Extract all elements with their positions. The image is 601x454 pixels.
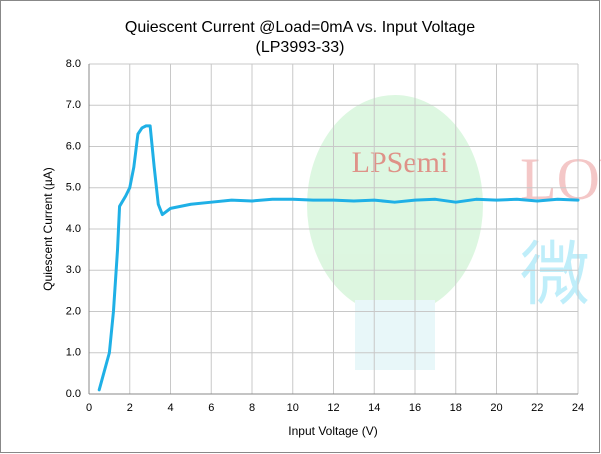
data-line (97, 124, 580, 392)
x-tick-label: 18 (450, 402, 462, 414)
x-tick-label: 16 (409, 402, 421, 414)
y-tick-label: 6.0 (66, 140, 81, 152)
x-tick-label: 20 (490, 402, 502, 414)
y-tick-label: 7.0 (66, 99, 81, 111)
x-tick-label: 0 (86, 402, 92, 414)
y-axis-label: Quiescent Current (µA) (41, 167, 55, 291)
chart-subtitle: (LP3993-33) (256, 39, 345, 56)
y-tick-label: 4.0 (66, 223, 81, 235)
x-tick-label: 2 (127, 402, 133, 414)
x-tick-label: 8 (249, 402, 255, 414)
watermark-text: 微 (520, 235, 590, 313)
x-tick-label: 12 (327, 402, 339, 414)
chart-title: Quiescent Current @Load=0mA vs. Input Vo… (125, 19, 475, 36)
bulb-base (355, 300, 435, 370)
x-tick-label: 10 (287, 402, 299, 414)
bulb (307, 95, 483, 315)
y-tick-label: 3.0 (66, 264, 81, 276)
y-tick-label: 1.0 (66, 347, 81, 359)
x-axis-label: Input Voltage (V) (288, 424, 377, 438)
x-tick-label: 6 (208, 402, 214, 414)
x-tick-label: 4 (167, 402, 173, 414)
x-tick-label: 24 (572, 402, 584, 414)
y-tick-label: 5.0 (66, 182, 81, 194)
watermark-logo (307, 95, 483, 370)
y-tick-label: 8.0 (66, 58, 81, 70)
watermark-text: LPSemi (352, 146, 449, 179)
y-tick-label: 0.0 (66, 388, 81, 400)
x-tick-label: 22 (531, 402, 543, 414)
x-tick-label: 14 (368, 402, 380, 414)
y-tick-label: 2.0 (66, 305, 81, 317)
